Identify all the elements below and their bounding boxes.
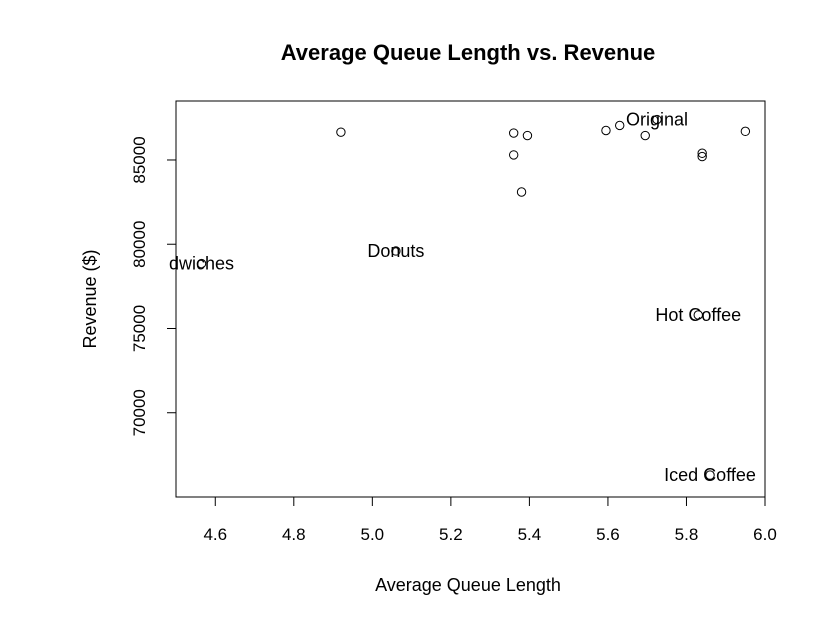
- scatter-point: [740, 126, 751, 137]
- chart-title: Average Queue Length vs. Revenue: [281, 40, 656, 65]
- x-tick-label: 5.8: [675, 525, 699, 544]
- scatter-point: [652, 114, 662, 125]
- scatter-point: [693, 310, 703, 320]
- x-tick-label: 4.6: [203, 525, 227, 544]
- x-tick-label: 4.8: [282, 525, 306, 544]
- point-label: Hot Coffee: [655, 305, 741, 325]
- y-axis-label: Revenue ($): [80, 249, 100, 348]
- scatter-point: [508, 150, 519, 160]
- y-axis: 70000 75000 80000 85000: [130, 136, 177, 436]
- point-label: Donuts: [367, 241, 424, 261]
- scatter-point: [640, 130, 650, 141]
- x-axis: 4.6 4.8 5.0 5.2 5.4 5.6 5.8 6.0: [203, 496, 777, 544]
- y-tick-label: 70000: [130, 389, 149, 436]
- point-label: Iced Coffee: [664, 465, 756, 485]
- x-tick-label: 5.6: [596, 525, 620, 544]
- point-label: Original: [626, 110, 688, 130]
- y-tick-label: 75000: [130, 305, 149, 352]
- scatter-point: [516, 187, 527, 197]
- scatter-point: [697, 151, 707, 162]
- x-tick-label: 5.4: [518, 525, 542, 544]
- y-tick-label: 85000: [130, 136, 149, 183]
- scatter-point: [336, 127, 346, 137]
- scatter-point: [615, 120, 625, 131]
- point-label: dwiches: [169, 254, 234, 274]
- scatter-point: [508, 128, 519, 138]
- x-tick-label: 5.2: [439, 525, 463, 544]
- scatter-point: [196, 258, 207, 269]
- x-axis-label: Average Queue Length: [375, 575, 561, 595]
- scatter-point: [522, 130, 533, 141]
- scatter-point: [391, 246, 401, 256]
- x-tick-label: 6.0: [753, 525, 777, 544]
- scatter-point: [601, 125, 611, 136]
- scatter-point: [705, 470, 715, 480]
- scatter-point: [697, 148, 707, 158]
- y-tick-label: 80000: [130, 221, 149, 268]
- x-tick-label: 5.0: [361, 525, 385, 544]
- points-layer: [196, 114, 751, 480]
- plot-frame: [175, 100, 766, 498]
- point-labels-layer: Original dwiches Donuts Hot Coffee Iced Coff…: [169, 110, 756, 486]
